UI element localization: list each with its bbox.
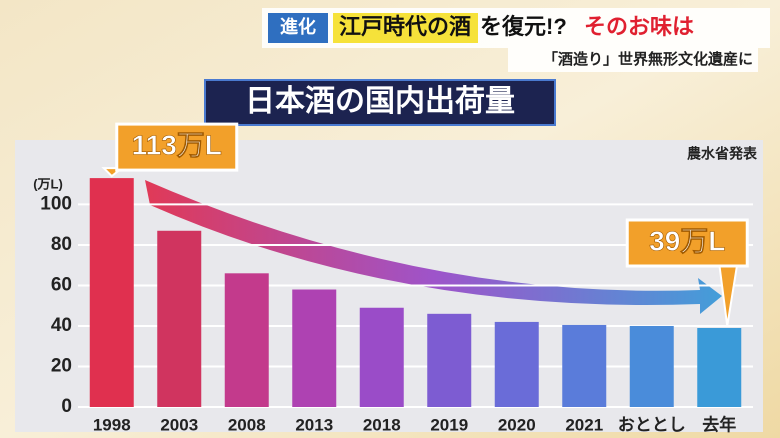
headline-highlight: 江戸時代の酒: [339, 14, 471, 39]
callout-box: [625, 218, 749, 268]
x-tick-label: 2019: [430, 415, 468, 434]
trend-arrow: [145, 180, 722, 314]
x-tick-label: 2021: [565, 415, 603, 434]
title-box: [204, 79, 556, 126]
value-label: 39万L: [649, 225, 725, 256]
bar: [562, 324, 607, 407]
bar: [224, 273, 269, 407]
y-unit: (万L): [33, 176, 63, 191]
x-tick-label: 2018: [363, 415, 401, 434]
tag-box: [268, 13, 328, 43]
bar: [697, 328, 742, 407]
y-tick-label: 60: [51, 274, 72, 295]
tag: 進化: [280, 16, 316, 37]
bar: [359, 307, 404, 407]
source: 農水省発表: [687, 146, 758, 162]
bar: [494, 321, 539, 407]
chart-title: 日本酒の国内出荷量: [245, 85, 515, 118]
x-tick-label: 2003: [160, 415, 198, 434]
x-tick-label: 2020: [498, 415, 536, 434]
x-tick-label: 2013: [295, 415, 333, 434]
x-tick-label: 2008: [228, 415, 266, 434]
headline-red: そのお味は: [584, 14, 694, 39]
bar: [427, 313, 472, 407]
y-tick-label: 20: [51, 356, 72, 377]
subline-strip: [508, 48, 758, 72]
x-tick-label: 1998: [93, 415, 131, 434]
highlight-box: [333, 13, 478, 43]
x-tick-label: 去年: [702, 414, 736, 434]
callout-box: [115, 122, 239, 172]
bar: [292, 289, 337, 407]
bar: [89, 178, 134, 407]
value-label: 113万L: [132, 129, 222, 160]
subline: 「酒造り」世界無形文化遺産に: [543, 50, 753, 68]
y-tick-label: 0: [61, 396, 72, 417]
y-tick-label: 80: [51, 234, 72, 255]
headline-rest: を復元!?: [480, 14, 567, 39]
y-tick-label: 100: [40, 193, 72, 214]
y-tick-label: 40: [51, 315, 72, 336]
bar: [629, 325, 674, 407]
x-tick-label: おととし: [618, 415, 686, 434]
bar: [157, 230, 202, 407]
